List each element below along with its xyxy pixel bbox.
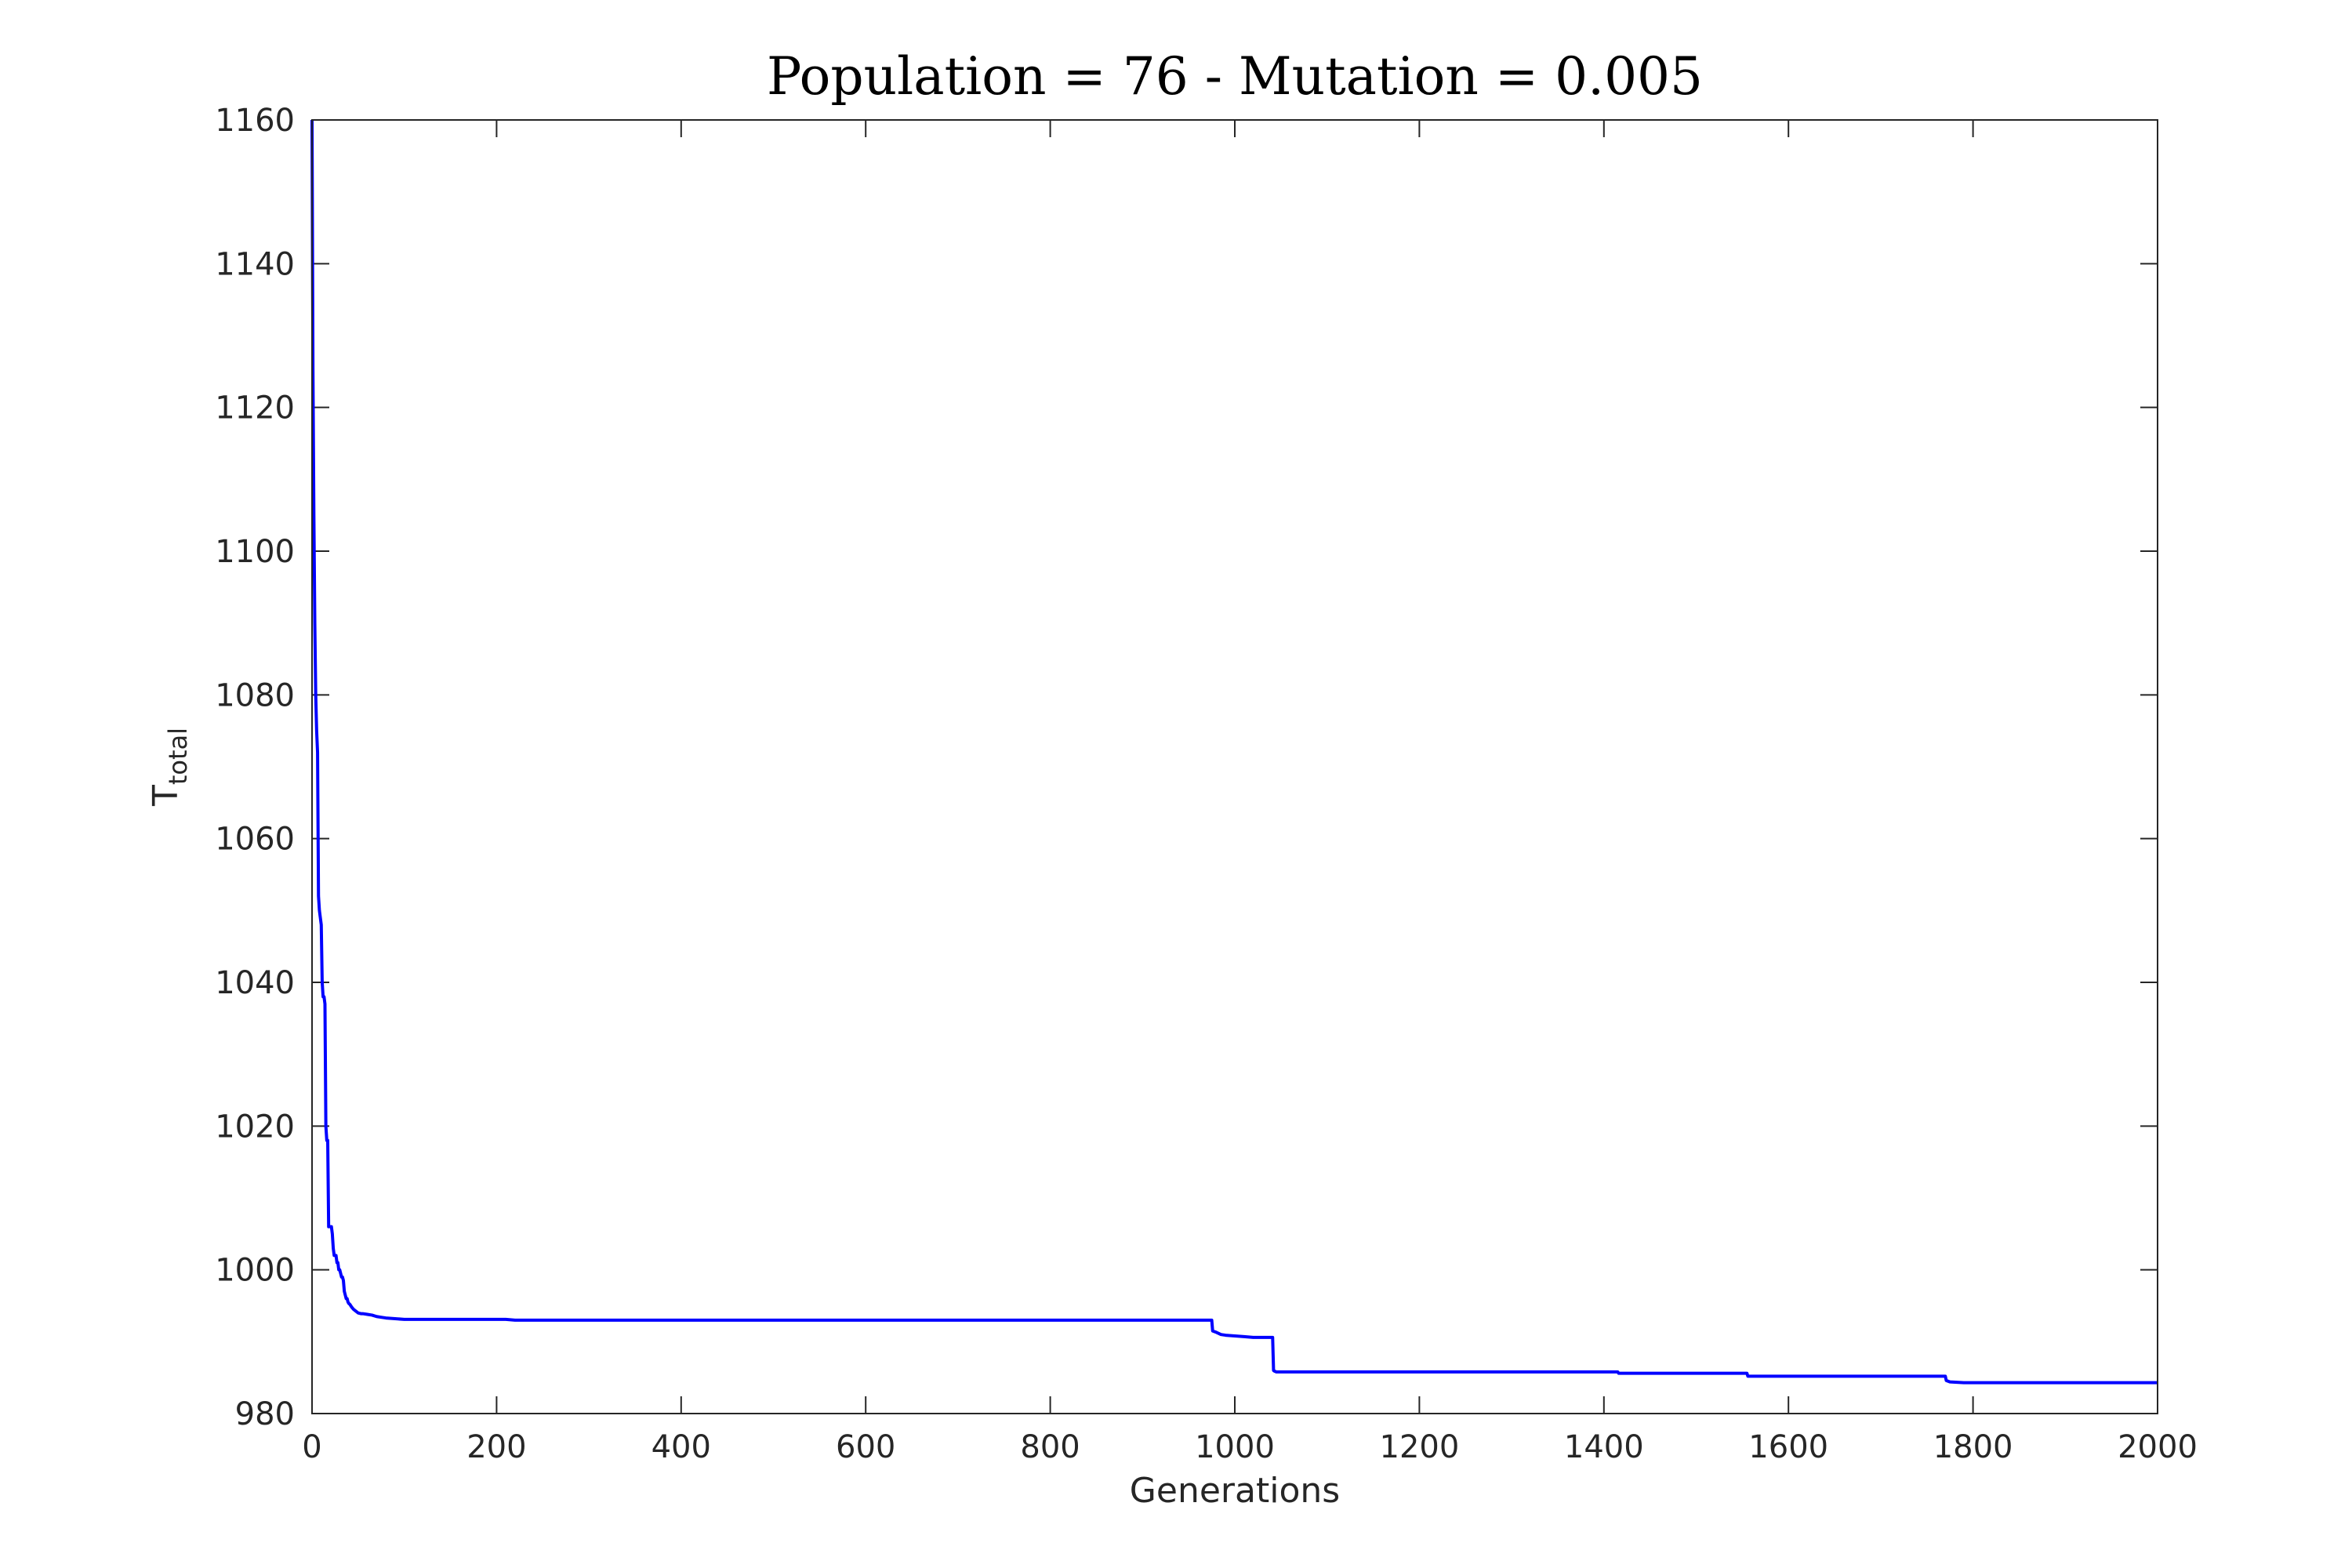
series-line: [310, 119, 2158, 1385]
plot-frame: [311, 119, 2158, 1414]
series-group: [310, 119, 2158, 1385]
chart-title: Population = 76 - Mutation = 0.005: [767, 46, 1703, 107]
x-tick-label: 1200: [1380, 1429, 1460, 1465]
x-axis-ticks: 0 200 400 600 800 1000 1200 1400 1600 1800 2000: [302, 120, 2198, 1465]
y-tick-label: 1160: [215, 103, 295, 139]
y-tick-label: 1120: [215, 390, 295, 426]
y-axis-label-subscript: total: [163, 728, 193, 785]
x-axis-label: Generations: [1130, 1471, 1340, 1511]
x-tick-label: 1000: [1195, 1429, 1275, 1465]
y-tick-label: 980: [235, 1396, 295, 1432]
y-axis-label: Ttotal: [146, 728, 193, 807]
x-tick-label: 800: [1020, 1429, 1080, 1465]
x-tick-label: 2000: [2118, 1429, 2198, 1465]
y-tick-label: 1040: [215, 965, 295, 1001]
y-tick-label: 1060: [215, 822, 295, 858]
x-tick-label: 400: [652, 1429, 711, 1465]
x-tick-label: 1400: [1564, 1429, 1644, 1465]
x-tick-label: 1800: [1933, 1429, 2013, 1465]
x-tick-label: 600: [836, 1429, 895, 1465]
y-tick-label: 1000: [215, 1253, 295, 1289]
x-tick-label: 1600: [1748, 1429, 1828, 1465]
y-tick-label: 1020: [215, 1109, 295, 1145]
x-tick-label: 0: [302, 1429, 321, 1465]
y-tick-label: 1080: [215, 677, 295, 713]
x-tick-label: 200: [466, 1429, 526, 1465]
y-tick-label: 1140: [215, 246, 295, 282]
y-tick-label: 1100: [215, 534, 295, 570]
y-axis-label-main: T: [146, 785, 186, 807]
plot-area: [312, 120, 2158, 1414]
y-axis-ticks: 980 1000 1020 1040 1060 1080 1100 1120 1140 1160: [215, 103, 2158, 1432]
